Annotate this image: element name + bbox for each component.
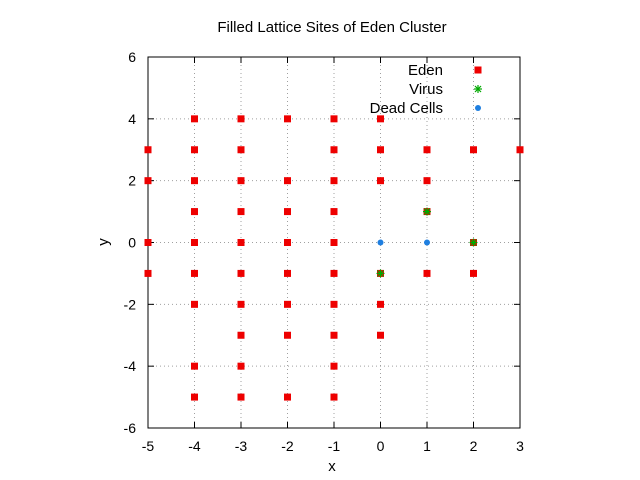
legend-marker-dead-cells: [475, 105, 481, 111]
dead-cells-point: [424, 239, 430, 246]
eden-point: [237, 115, 245, 123]
eden-point: [284, 239, 291, 246]
eden-point: [470, 269, 477, 277]
eden-point: [191, 146, 198, 154]
x-tick-label: -5: [142, 438, 155, 454]
legend: Eden Virus Dead Cells: [370, 62, 482, 117]
eden-point: [284, 208, 291, 216]
eden-point: [330, 146, 338, 154]
eden-point: [191, 362, 198, 370]
eden-point: [330, 300, 338, 308]
y-tick-label: 0: [128, 235, 136, 251]
eden-point: [377, 300, 384, 308]
eden-point: [284, 177, 291, 185]
chart-title: Filled Lattice Sites of Eden Cluster: [217, 19, 446, 36]
eden-point: [330, 177, 338, 185]
eden-point: [237, 331, 245, 339]
y-tick-label: -6: [124, 420, 137, 436]
legend-label-eden: Eden: [408, 62, 443, 79]
y-tick-label: 2: [128, 173, 136, 189]
legend-label-dead-cells: Dead Cells: [370, 100, 443, 117]
eden-point: [144, 269, 152, 277]
eden-point: [237, 146, 245, 154]
y-tick-label: 4: [128, 111, 136, 127]
y-tick-label: -4: [124, 358, 137, 374]
y-tick-labels: -6 -4 -2 0 2 4 6: [124, 49, 137, 436]
eden-point: [330, 393, 338, 401]
x-tick-labels: -5 -4 -3 -2 -1 0 1 2 3: [142, 438, 524, 454]
eden-point: [191, 177, 198, 185]
dead-cells-point: [377, 239, 384, 246]
eden-point: [191, 239, 198, 246]
legend-marker-eden: [474, 66, 482, 74]
eden-point: [377, 115, 384, 123]
x-tick-label: -3: [235, 438, 248, 454]
y-axis-label: y: [95, 238, 112, 246]
eden-point: [237, 362, 245, 370]
legend-marker-virus: [474, 85, 482, 93]
eden-point: [191, 300, 198, 308]
x-tick-label: 3: [516, 438, 524, 454]
x-tick-label: 0: [377, 438, 385, 454]
x-tick-label: -2: [281, 438, 294, 454]
eden-point: [284, 331, 291, 339]
eden-point: [377, 177, 384, 185]
eden-point: [377, 146, 384, 154]
x-axis-label: x: [328, 458, 336, 475]
eden-point: [237, 177, 245, 185]
eden-point: [423, 269, 431, 277]
data-points: [144, 115, 524, 401]
eden-point: [330, 362, 338, 370]
virus-point: [423, 207, 431, 216]
eden-point: [423, 146, 431, 154]
eden-point: [191, 269, 198, 277]
eden-point: [284, 269, 291, 277]
eden-point: [423, 177, 431, 185]
virus-point: [469, 238, 478, 247]
x-tick-label: -1: [328, 438, 341, 454]
eden-point: [284, 300, 291, 308]
eden-point: [237, 239, 245, 246]
eden-point: [191, 115, 198, 123]
eden-point: [330, 331, 338, 339]
eden-point: [237, 208, 245, 216]
eden-point: [470, 146, 477, 154]
virus-point: [376, 269, 385, 278]
eden-point: [144, 177, 152, 185]
x-tick-label: 2: [470, 438, 478, 454]
eden-point: [516, 146, 524, 154]
eden-point: [377, 331, 384, 339]
eden-point: [144, 146, 152, 154]
eden-point: [237, 300, 245, 308]
eden-point: [330, 208, 338, 216]
legend-label-virus: Virus: [409, 81, 443, 98]
eden-point: [237, 393, 245, 401]
y-tick-label: -2: [124, 296, 137, 312]
eden-point: [284, 393, 291, 401]
x-tick-label: -4: [188, 438, 201, 454]
eden-point: [330, 269, 338, 277]
eden-point: [330, 239, 338, 246]
x-tick-label: 1: [423, 438, 431, 454]
axis-ticks: [147, 56, 521, 429]
eden-point: [330, 115, 338, 123]
eden-point: [191, 393, 198, 401]
eden-point: [191, 208, 198, 216]
y-tick-label: 6: [128, 49, 136, 65]
eden-point: [237, 269, 245, 277]
eden-point: [284, 115, 291, 123]
eden-point: [144, 239, 152, 246]
